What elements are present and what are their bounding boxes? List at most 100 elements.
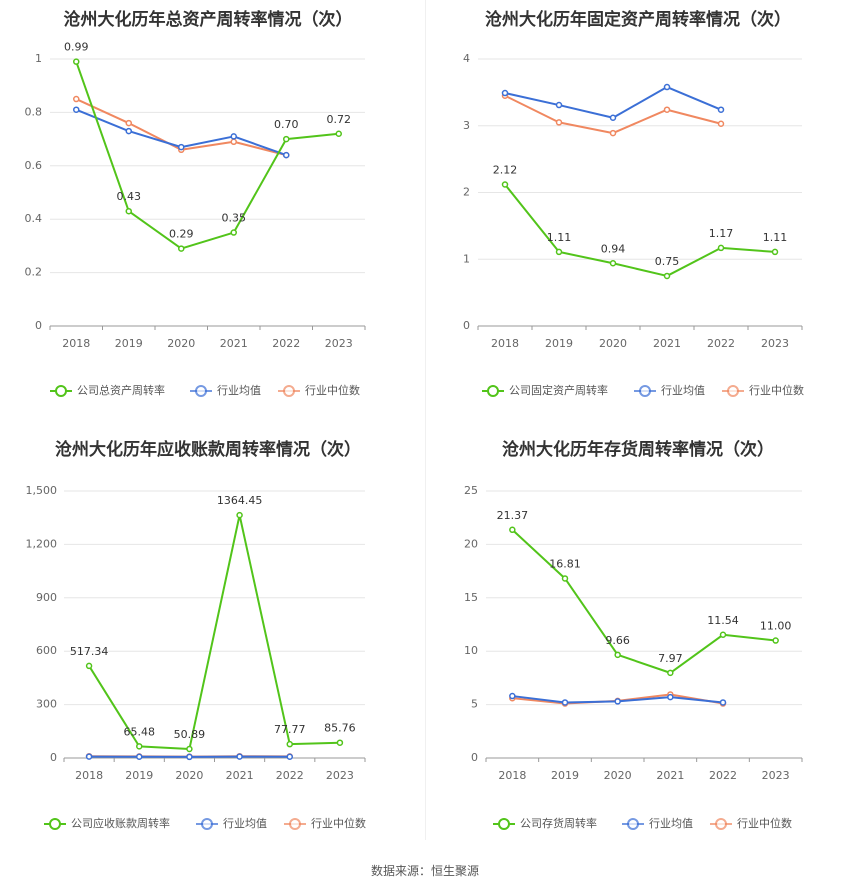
- y-tick-label: 0: [35, 319, 42, 332]
- legend-item: 公司应收账款周转率: [44, 816, 170, 830]
- data-point: [125, 119, 132, 127]
- data-label: 11.54: [707, 614, 739, 627]
- y-tick-label: 1: [35, 52, 42, 65]
- x-tick-label: 2021: [656, 769, 684, 782]
- series-line: [504, 86, 722, 119]
- legend-label: 公司应收账款周转率: [71, 816, 170, 830]
- x-tick-label: 2022: [707, 337, 735, 350]
- data-point: [178, 143, 185, 151]
- x-tick-label: 2019: [551, 769, 579, 782]
- data-label: 2.12: [493, 163, 518, 176]
- data-point: [555, 101, 563, 109]
- data-label: 21.37: [497, 509, 529, 522]
- y-tick-label: 0.2: [25, 266, 43, 279]
- data-point: [186, 745, 193, 753]
- y-tick-label: 25: [464, 484, 478, 497]
- legend-label: 行业均值: [223, 817, 267, 830]
- y-tick-label: 1,200: [26, 537, 58, 550]
- y-tick-label: 2: [463, 186, 470, 199]
- data-point: [73, 106, 80, 113]
- y-tick-label: 3: [463, 119, 470, 132]
- data-label: 77.77: [274, 723, 306, 736]
- data-label: 85.76: [324, 722, 356, 735]
- data-point: [717, 106, 725, 113]
- x-tick-label: 2021: [653, 337, 681, 350]
- y-tick-label: 1,500: [26, 484, 58, 497]
- data-label: 1364.45: [217, 494, 263, 507]
- data-point: [501, 89, 509, 97]
- x-tick-label: 2023: [326, 769, 354, 782]
- legend-label: 公司存货周转率: [520, 816, 597, 830]
- data-label: 1.11: [763, 231, 788, 244]
- chart-total-asset-turnover: 沧州大化历年总资产周转率情况（次） 0 0.2 0.4 0.6 0.8 1 2018 2019 2…: [0, 0, 425, 430]
- legend-swatch-marker: [487, 385, 499, 397]
- chart-receivables-turnover: 沧州大化历年应收账款周转率情况（次） 0 300 600 900 1,200 1,500 20…: [0, 430, 425, 860]
- legend-swatch-marker: [727, 385, 739, 397]
- legend-item: 行业均值: [622, 817, 693, 830]
- x-tick-label: 2018: [75, 769, 103, 782]
- data-point: [125, 127, 132, 135]
- data-point: [186, 753, 193, 761]
- y-tick-label: 10: [464, 644, 478, 657]
- y-tick-label: 5: [471, 698, 478, 711]
- legend-swatch-marker: [283, 385, 295, 397]
- data-point: [614, 698, 621, 705]
- data-point: [73, 58, 80, 65]
- data-point: [614, 651, 621, 659]
- data-point: [663, 106, 671, 113]
- data-point: [85, 662, 93, 670]
- data-point: [667, 669, 674, 677]
- data-point: [771, 248, 779, 256]
- data-point: [236, 511, 243, 519]
- data-point: [663, 272, 671, 280]
- y-tick-label: 900: [36, 591, 57, 604]
- data-point: [178, 245, 185, 252]
- x-tick-label: 2022: [276, 769, 304, 782]
- legend-item: 行业中位数: [278, 383, 360, 397]
- data-label: 65.48: [124, 725, 156, 738]
- data-point: [772, 637, 779, 644]
- data-label: 0.99: [64, 41, 89, 54]
- y-tick-label: 300: [36, 698, 57, 711]
- data-point: [230, 229, 237, 236]
- data-label: 9.66: [605, 634, 630, 647]
- chart-svg: 沧州大化历年应收账款周转率情况（次） 0 300 600 900 1,200 1,500 20…: [26, 439, 366, 830]
- legend-swatch-marker: [627, 818, 639, 830]
- x-tick-label: 2019: [545, 337, 573, 350]
- data-label: 0.43: [117, 190, 142, 203]
- chart-title: 沧州大化历年应收账款周转率情况（次）: [55, 439, 361, 460]
- x-tick-label: 2022: [709, 769, 737, 782]
- legend-label: 行业中位数: [311, 816, 366, 830]
- data-point: [286, 740, 293, 748]
- data-point: [136, 753, 143, 761]
- data-point: [663, 83, 671, 91]
- chart-title: 沧州大化历年存货周转率情况（次）: [502, 439, 774, 460]
- data-point: [509, 692, 516, 700]
- data-point: [717, 120, 725, 127]
- chart-svg: 沧州大化历年固定资产周转率情况（次） 0 1 2 3 4 2018 2019 2020 2021 2…: [463, 9, 804, 397]
- series-line: [504, 94, 722, 135]
- legend-item: 行业均值: [190, 384, 261, 397]
- y-tick-label: 20: [464, 537, 478, 550]
- data-point: [85, 753, 93, 760]
- data-label: 1.11: [547, 231, 572, 244]
- x-tick-label: 2018: [498, 769, 526, 782]
- legend-swatch-marker: [55, 385, 67, 397]
- chart-svg: 沧州大化历年存货周转率情况（次） 0 5 10 15 20 25 2018 2019 2020 20…: [464, 439, 803, 830]
- series-line: [511, 529, 776, 674]
- data-point: [609, 114, 617, 121]
- legend-item: 行业中位数: [284, 816, 366, 830]
- x-tick-label: 2022: [272, 337, 300, 350]
- chart-fixed-asset-turnover: 沧州大化历年固定资产周转率情况（次） 0 1 2 3 4 2018 2019 2020 2021 2…: [425, 0, 850, 430]
- data-point: [609, 260, 617, 267]
- legend-item: 公司固定资产周转率: [482, 383, 608, 397]
- x-tick-label: 2019: [125, 769, 153, 782]
- data-label: 0.72: [327, 113, 352, 126]
- x-tick-label: 2023: [325, 337, 353, 350]
- data-point: [230, 133, 237, 140]
- x-tick-label: 2018: [62, 337, 90, 350]
- series-line: [504, 183, 776, 277]
- x-tick-label: 2018: [491, 337, 519, 350]
- data-point: [719, 699, 727, 706]
- data-source: 数据来源：恒生聚源: [370, 864, 479, 878]
